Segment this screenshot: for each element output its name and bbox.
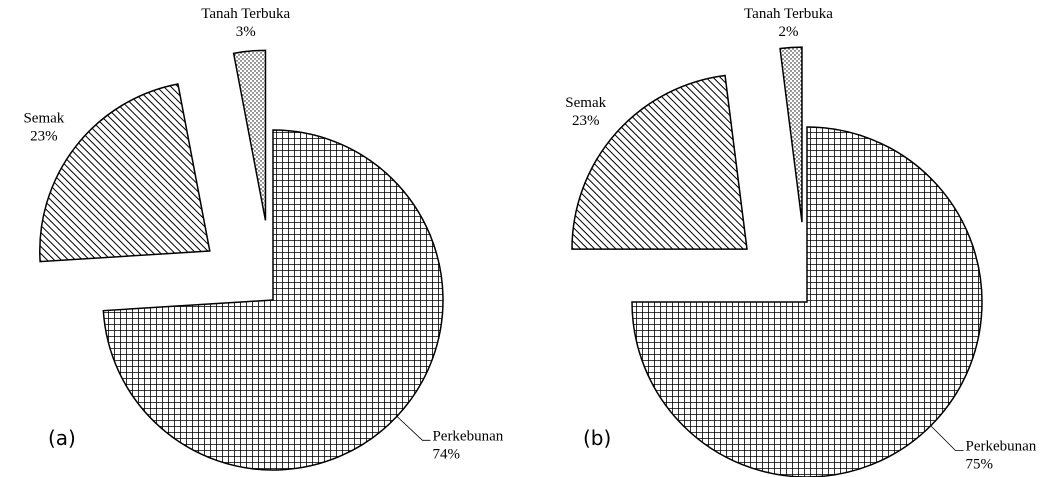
pie-slice: [39, 83, 211, 263]
value-label: 3%: [236, 24, 256, 40]
category-label: Tanah Terbuka: [201, 6, 290, 22]
category-label: Perkebunan: [432, 428, 503, 444]
value-label: 23%: [30, 128, 58, 144]
pie-slice: [232, 49, 267, 221]
panel-label: (a): [48, 426, 76, 450]
pie-slice: [631, 126, 983, 477]
value-label: 2%: [778, 24, 798, 40]
leader-line: [930, 425, 964, 451]
leader-line: [396, 416, 431, 441]
value-label: 74%: [432, 446, 460, 462]
panel-label: (b): [583, 426, 611, 450]
value-label: 75%: [965, 456, 993, 472]
value-label: 23%: [572, 113, 600, 129]
pie-slice: [779, 46, 803, 223]
category-label: Tanah Terbuka: [744, 6, 833, 22]
category-label: Perkebunan: [965, 438, 1036, 454]
category-label: Semak: [23, 110, 64, 126]
category-label: Semak: [565, 95, 606, 111]
pie-slice: [102, 129, 444, 471]
pie-slice: [571, 74, 748, 250]
